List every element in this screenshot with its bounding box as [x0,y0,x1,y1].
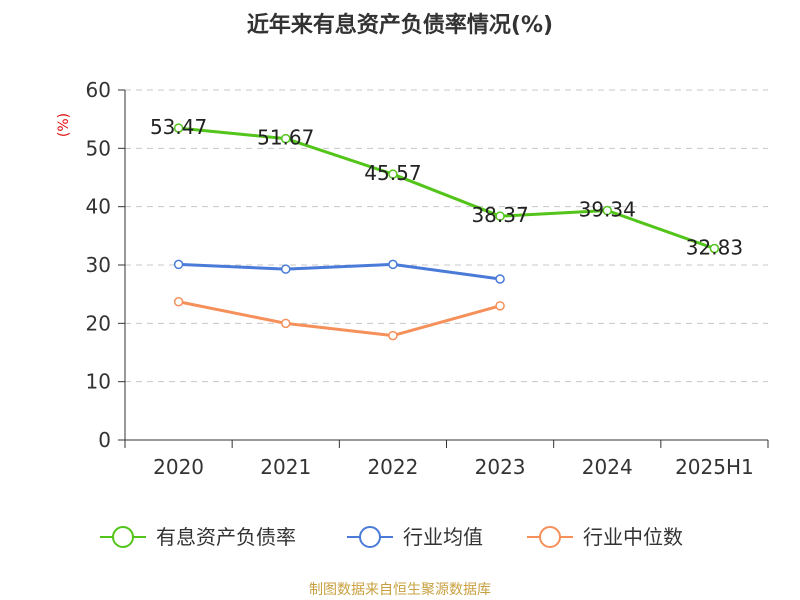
x-tick-label: 2025H1 [675,455,754,479]
legend-item-2: 行业均值 [347,525,483,549]
data-point [495,211,505,221]
legend-label: 有息资产负债率 [156,525,296,549]
data-label: 32.83 [686,235,743,259]
y-tick-label: 30 [86,253,111,277]
data-point [173,297,184,307]
data-point [388,330,398,341]
data-label: 53.47 [150,115,207,139]
y-tick-label: 10 [86,370,111,394]
data-point [388,169,398,179]
series-lines [173,123,720,341]
y-unit-label: (%) [56,113,72,137]
legend-marker [359,526,381,548]
legend-label: 行业均值 [403,525,483,549]
data-point [281,133,291,144]
x-tick-label: 2020 [153,455,204,479]
data-point [173,259,184,270]
x-tick-label: 2024 [582,455,633,479]
series-1 [173,123,720,254]
data-label: 51.67 [257,126,314,150]
legend-marker [112,526,134,548]
series-line [178,300,501,338]
y-tick-label: 0 [98,428,111,452]
legend-item-1: 有息资产负债率 [100,525,296,549]
series-2 [173,259,505,284]
y-tick-label: 20 [86,311,111,335]
legend-label: 行业中位数 [583,525,683,549]
legend: 有息资产负债率 行业均值 行业中位数 [100,525,683,549]
data-point [281,264,291,274]
data-label: 38.37 [471,203,528,227]
series-3 [173,297,505,341]
y-tick-label: 60 [86,78,111,102]
data-point [495,274,505,284]
chart-title: 近年来有息资产负债率情况(%) [247,12,553,38]
x-tick-label: 2023 [475,455,526,479]
series-line [178,262,501,281]
data-labels: 53.47 51.67 45.57 38.37 39.34 32.83 [150,115,743,259]
series-line [178,126,715,250]
legend-marker [539,526,561,548]
data-label: 45.57 [364,161,421,185]
y-tick-label: 40 [86,195,111,219]
source-note: 制图数据来自恒生聚源数据库 [309,582,491,598]
x-tick-label: 2021 [260,455,311,479]
data-point [173,123,184,133]
data-point [388,259,398,270]
data-label: 39.34 [579,198,636,222]
grid-lines [125,89,768,383]
x-tick-label: 2022 [367,455,418,479]
legend-item-3: 行业中位数 [527,525,683,549]
data-point [602,205,612,216]
y-tick-label: 50 [86,136,111,160]
axes: 0 10 20 30 40 50 60 2020 2021 2022 2023 2024 2025H1 [86,78,769,479]
data-point [495,301,505,311]
data-point [281,318,291,329]
data-point [709,243,720,254]
